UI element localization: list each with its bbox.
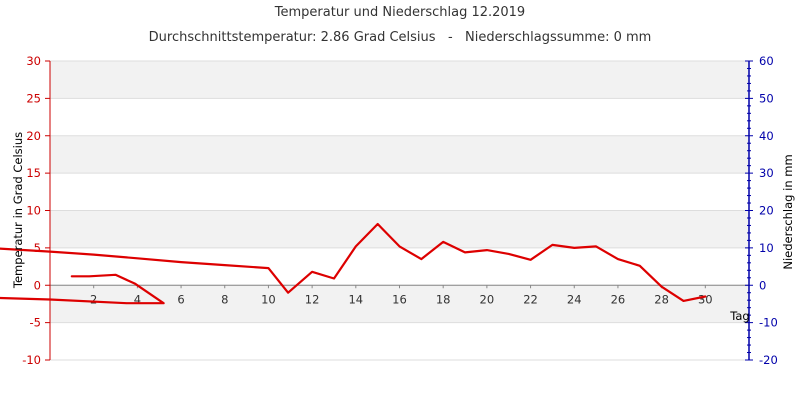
right-tick-label: -20 xyxy=(759,353,778,367)
x-tick-label: 14 xyxy=(348,292,363,306)
left-tick-label: 30 xyxy=(26,54,41,68)
left-tick-label: -10 xyxy=(22,353,41,367)
band xyxy=(50,61,749,99)
y-axis-label-left: Temperatur in Grad Celsius xyxy=(11,132,25,289)
x-tick-label: 22 xyxy=(523,292,538,306)
x-axis-label: Tag xyxy=(729,309,749,323)
band xyxy=(50,135,749,174)
x-tick-label: 20 xyxy=(480,292,495,306)
band xyxy=(50,322,749,360)
temperature-line-2 xyxy=(0,273,165,305)
right-tick-label: 0 xyxy=(759,278,766,292)
left-tick-label: -5 xyxy=(30,316,41,330)
left-tick-label: 25 xyxy=(26,91,41,105)
right-tick-label: 60 xyxy=(759,54,774,68)
x-tick-label: 12 xyxy=(305,292,320,306)
x-tick-label: 30 xyxy=(698,292,713,306)
band xyxy=(50,285,749,323)
left-tick-label: 5 xyxy=(34,241,41,255)
temperature-series xyxy=(0,222,707,305)
x-tick-label: 2 xyxy=(90,292,97,306)
right-tick-label: 20 xyxy=(759,204,774,218)
x-tick-label: 24 xyxy=(567,292,582,306)
x-axis-ticks: 2 4 6 8 10 12 14 16 18 20 22 24 26 28 30 xyxy=(90,285,713,306)
y-axis-label-right: Niederschlag in mm xyxy=(781,154,795,269)
right-y-axis: -20 -10 0 10 20 30 40 50 60 xyxy=(745,54,778,367)
band xyxy=(50,173,749,211)
left-tick-label: 15 xyxy=(26,166,41,180)
background-bands xyxy=(50,61,749,360)
temperature-line-1 xyxy=(0,222,707,302)
x-tick-label: 28 xyxy=(654,292,669,306)
left-tick-label: 0 xyxy=(34,278,41,292)
band xyxy=(50,210,749,248)
chart-title: Temperatur und Niederschlag 12.2019 xyxy=(274,5,525,20)
x-tick-label: 16 xyxy=(392,292,407,306)
right-tick-label: 50 xyxy=(759,91,774,105)
right-tick-label: 10 xyxy=(759,241,774,255)
left-tick-label: 10 xyxy=(26,204,41,218)
left-tick-label: 20 xyxy=(26,129,41,143)
band xyxy=(50,98,749,136)
x-tick-label: 26 xyxy=(611,292,626,306)
x-tick-label: 4 xyxy=(134,292,141,306)
x-tick-label: 6 xyxy=(177,292,184,306)
x-tick-label: 18 xyxy=(436,292,451,306)
right-tick-label: 40 xyxy=(759,129,774,143)
x-tick-label: 8 xyxy=(221,292,228,306)
chart-subtitle: Durchschnittstemperatur: 2.86 Grad Celsi… xyxy=(149,30,652,45)
right-tick-label: 30 xyxy=(759,166,774,180)
left-y-axis: -10 -5 0 5 10 15 20 25 30 xyxy=(22,54,51,367)
right-tick-label: -10 xyxy=(759,316,778,330)
x-tick-label: 10 xyxy=(261,292,276,306)
band xyxy=(50,247,749,286)
